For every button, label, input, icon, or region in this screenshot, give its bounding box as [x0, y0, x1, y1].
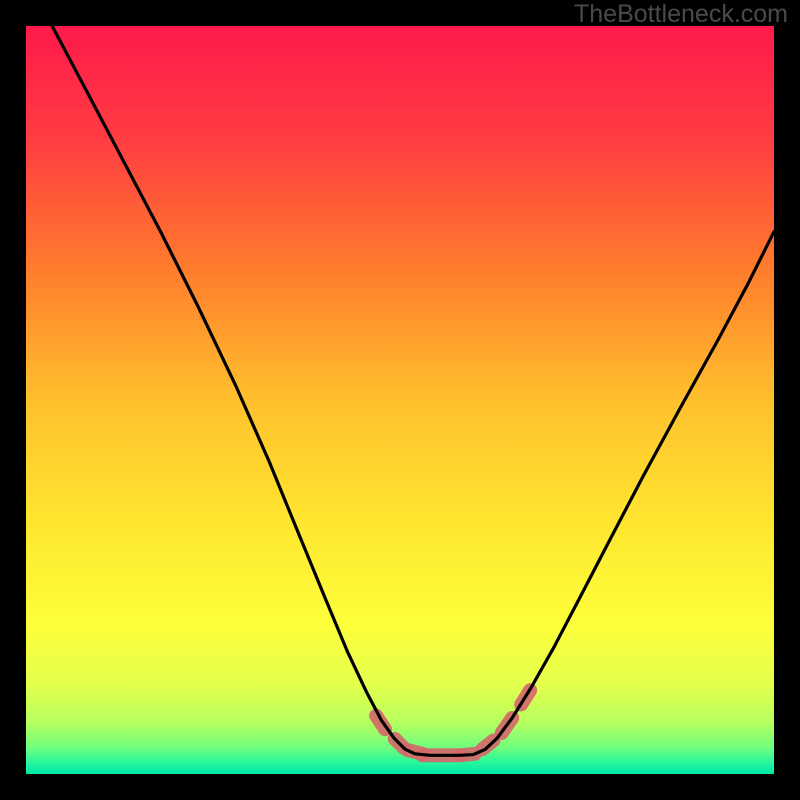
plot-background: [26, 26, 774, 774]
watermark-text: TheBottleneck.com: [574, 0, 788, 29]
chart-svg: [0, 0, 800, 800]
chart-frame: TheBottleneck.com: [0, 0, 800, 800]
